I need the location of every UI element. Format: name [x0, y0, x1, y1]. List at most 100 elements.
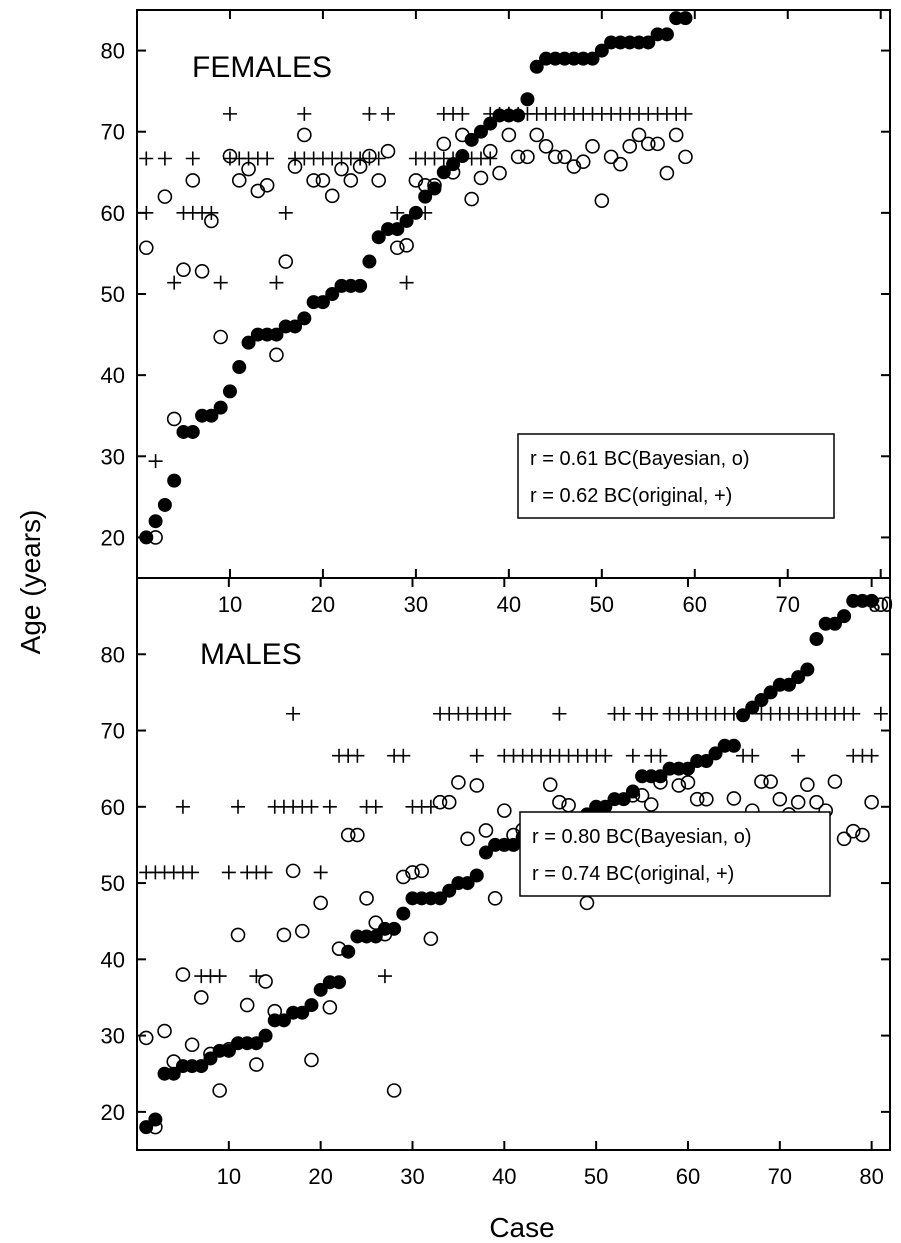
females-filled-circle-marker	[157, 497, 172, 512]
males-plus-marker	[286, 706, 301, 721]
males-open-circle-marker	[772, 791, 788, 807]
males-filled-circle-marker	[295, 1005, 310, 1020]
females-open-circle-marker	[585, 139, 600, 154]
females-open-circle-marker	[492, 165, 507, 181]
females-open-circle-marker	[389, 240, 405, 256]
males-open-circle-marker	[405, 865, 420, 880]
females-plus-marker	[139, 151, 154, 166]
females-open-circle-marker	[427, 177, 442, 193]
females-open-circle-marker	[436, 136, 452, 152]
males-open-circle-marker	[873, 597, 889, 612]
males-open-circle-marker	[331, 941, 347, 956]
females-filled-circle-marker	[269, 327, 284, 342]
females-plus-marker	[455, 106, 470, 121]
females-filled-circle-marker	[418, 189, 433, 204]
females-open-circle-marker	[529, 127, 545, 143]
males-open-circle-marker	[864, 794, 879, 810]
females-filled-circle-marker	[297, 311, 312, 326]
males-filled-circle-marker	[396, 906, 411, 921]
males-open-circle-marker	[689, 791, 705, 807]
males-filled-circle-marker	[809, 632, 824, 647]
females-plus-marker	[204, 205, 219, 220]
males-filled-circle-marker	[827, 616, 842, 631]
males-plus-marker	[304, 799, 319, 814]
males-open-circle-marker	[561, 797, 576, 813]
males-plus-marker	[368, 799, 383, 814]
females-open-circle-marker	[380, 143, 396, 159]
males-open-circle-marker	[304, 1052, 319, 1068]
females-open-circle-marker	[594, 193, 610, 208]
females-filled-circle-marker	[473, 124, 488, 139]
females-y-tick-label: 40	[101, 363, 125, 388]
females-y-tick-label: 80	[101, 39, 125, 64]
females-filled-circle-marker	[315, 295, 330, 310]
females-markers	[138, 11, 693, 545]
males-open-circle-marker	[800, 777, 815, 792]
males-open-circle-marker	[836, 831, 852, 847]
females-x-tick-label: 10	[218, 592, 242, 617]
females-filled-circle-marker	[520, 92, 535, 107]
females-open-circle-marker	[417, 177, 433, 193]
females-open-circle-marker	[399, 238, 414, 253]
females-filled-circle-marker	[455, 149, 470, 164]
males-open-circle-marker	[487, 891, 503, 906]
females-plus-marker	[269, 275, 284, 290]
males-open-circle-marker	[193, 990, 209, 1005]
females-plus-marker	[399, 275, 414, 290]
females-open-circle-marker	[408, 173, 424, 188]
females-panel-title: FEMALES	[192, 51, 332, 84]
females-open-circle-marker	[631, 127, 647, 143]
females-filled-circle-marker	[585, 51, 600, 66]
females-open-circle-marker	[148, 530, 163, 545]
females-plus-marker	[362, 106, 377, 121]
females-bayesian-r: r = 0.61 BC(Bayesian, o)	[530, 448, 750, 470]
females-open-circle-marker	[297, 127, 312, 143]
males-open-circle-marker	[377, 926, 393, 942]
females-plus-marker	[390, 205, 405, 220]
females-filled-circle-marker	[678, 11, 693, 26]
males-y-tick-label: 60	[101, 795, 125, 820]
males-filled-circle-marker	[203, 1051, 218, 1066]
females-plus-marker	[446, 151, 461, 166]
males-open-circle-marker	[221, 1042, 237, 1057]
females-filled-circle-marker	[185, 424, 200, 439]
males-open-circle-marker	[552, 794, 567, 810]
males-plus-marker	[231, 799, 246, 814]
females-x-tick-label: 20	[311, 592, 335, 617]
females-open-circle-marker	[659, 165, 675, 181]
females-open-circle-marker	[640, 136, 656, 152]
females-open-circle-marker	[371, 173, 387, 188]
males-plus-marker	[221, 865, 236, 880]
females-open-circle-marker	[650, 136, 665, 152]
males-open-circle-marker	[148, 1119, 163, 1135]
males-plus-marker	[497, 706, 512, 721]
females-open-circle-marker	[445, 164, 461, 180]
males-open-circle-marker	[855, 827, 870, 843]
males-filled-circle-marker	[433, 891, 448, 906]
males-filled-circle-marker	[791, 670, 806, 685]
females-plus-marker	[157, 151, 172, 166]
males-plus-marker	[846, 706, 861, 721]
females-y-tick-label: 60	[101, 201, 125, 226]
males-open-circle-marker	[294, 923, 310, 939]
males-filled-circle-marker	[442, 883, 457, 898]
males-plus-marker	[745, 748, 760, 763]
males-open-circle-marker	[809, 794, 824, 810]
males-plus-marker	[322, 799, 337, 814]
males-open-circle-marker	[497, 803, 512, 818]
females-open-circle-marker	[157, 189, 173, 204]
males-open-circle-marker	[653, 775, 668, 790]
males-open-circle-marker	[469, 778, 485, 793]
males-y-tick-label: 80	[101, 642, 125, 667]
males-open-circle-marker	[754, 774, 769, 789]
males-stat-box: r = 0.80 BC(Bayesian, o) r = 0.74 BC(ori…	[519, 811, 831, 897]
females-stat-box-frame	[517, 433, 835, 519]
males-plus-marker	[175, 799, 190, 814]
females-filled-circle-marker	[232, 360, 247, 375]
males-open-circle-marker	[359, 891, 374, 906]
females-plus-marker	[297, 106, 312, 121]
males-open-circle-marker	[625, 788, 641, 803]
females-filled-circle-marker	[390, 222, 405, 237]
males-open-circle-marker	[239, 997, 255, 1013]
males-open-circle-marker	[258, 974, 273, 989]
